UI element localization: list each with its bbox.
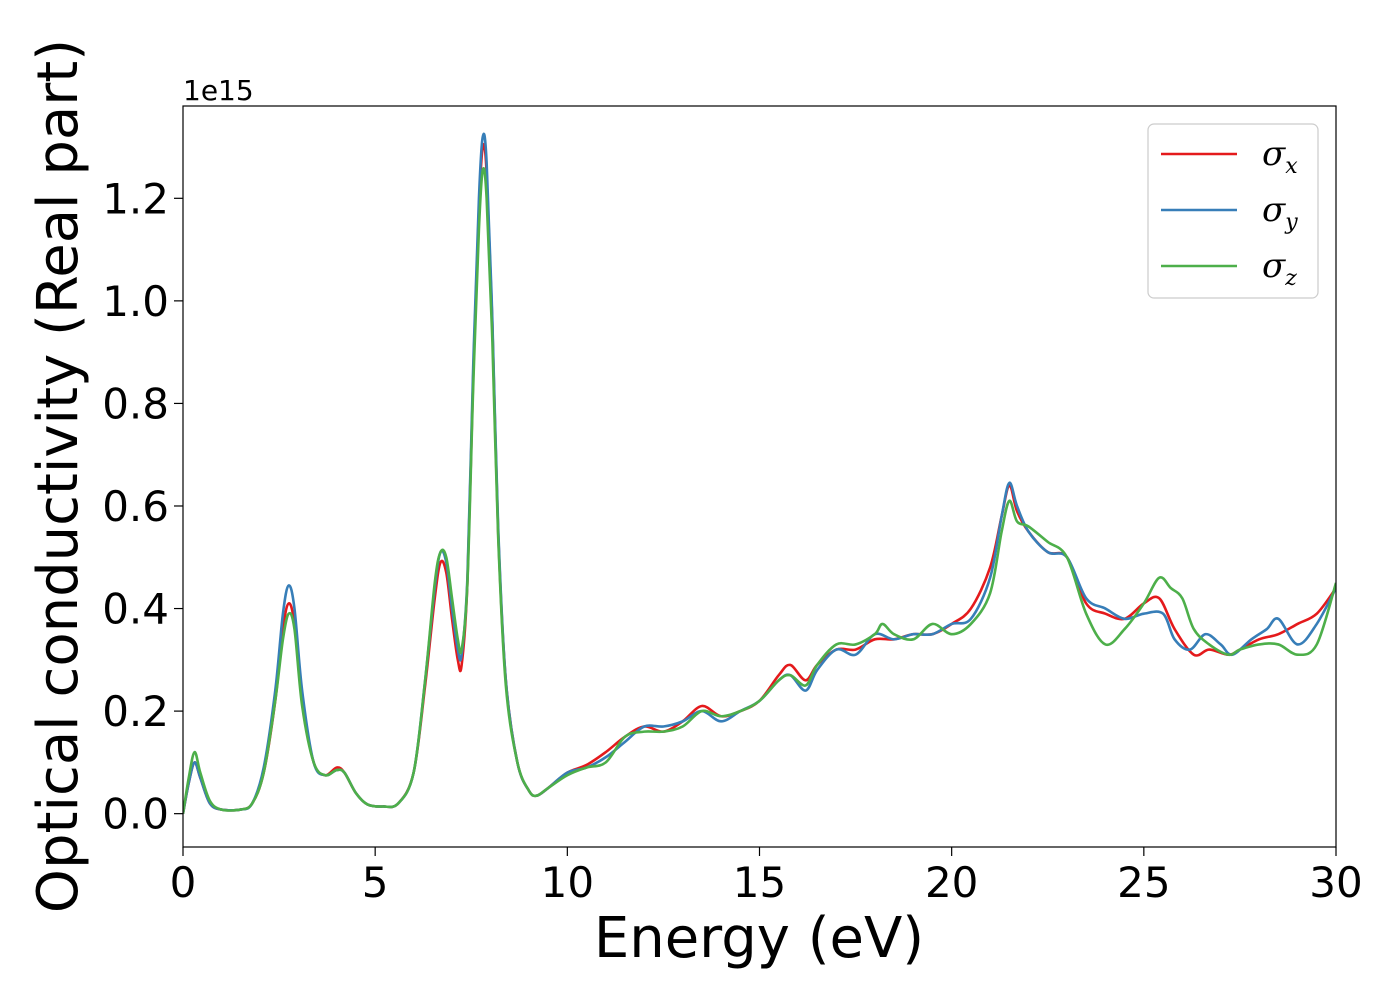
y-tick-label: 0.8 xyxy=(102,379,169,428)
x-tick-label: 10 xyxy=(541,858,594,907)
x-axis-ticks: 0 5 10 15 20 25 30 xyxy=(170,847,1363,907)
y-axis-ticks: 0.0 0.2 0.4 0.6 0.8 1.0 1.2 xyxy=(102,174,183,839)
series-line-z xyxy=(183,167,1336,814)
y-tick-label: 1.0 xyxy=(102,277,169,326)
x-tick-label: 30 xyxy=(1309,858,1362,907)
y-tick-label: 0.2 xyxy=(102,687,169,736)
y-axis-offset-text: 1e15 xyxy=(183,74,254,107)
legend: σx σy σz xyxy=(1147,123,1319,299)
x-tick-label: 20 xyxy=(925,858,978,907)
x-tick-label: 5 xyxy=(362,858,389,907)
series-layer xyxy=(183,132,1336,814)
x-tick-label: 0 xyxy=(170,858,197,907)
y-axis-label: Optical conductivity (Real part) xyxy=(26,39,91,913)
y-tick-label: 0.6 xyxy=(102,482,169,531)
y-tick-label: 0.0 xyxy=(102,790,169,839)
x-tick-label: 15 xyxy=(733,858,786,907)
y-tick-label: 1.2 xyxy=(102,174,169,223)
legend-label-y: σy xyxy=(1262,190,1298,235)
y-tick-label: 0.4 xyxy=(102,585,169,634)
x-axis-label: Energy (eV) xyxy=(594,906,924,971)
x-tick-label: 25 xyxy=(1117,858,1170,907)
legend-label-z: σz xyxy=(1262,246,1297,291)
legend-label-x: σx xyxy=(1262,134,1298,179)
